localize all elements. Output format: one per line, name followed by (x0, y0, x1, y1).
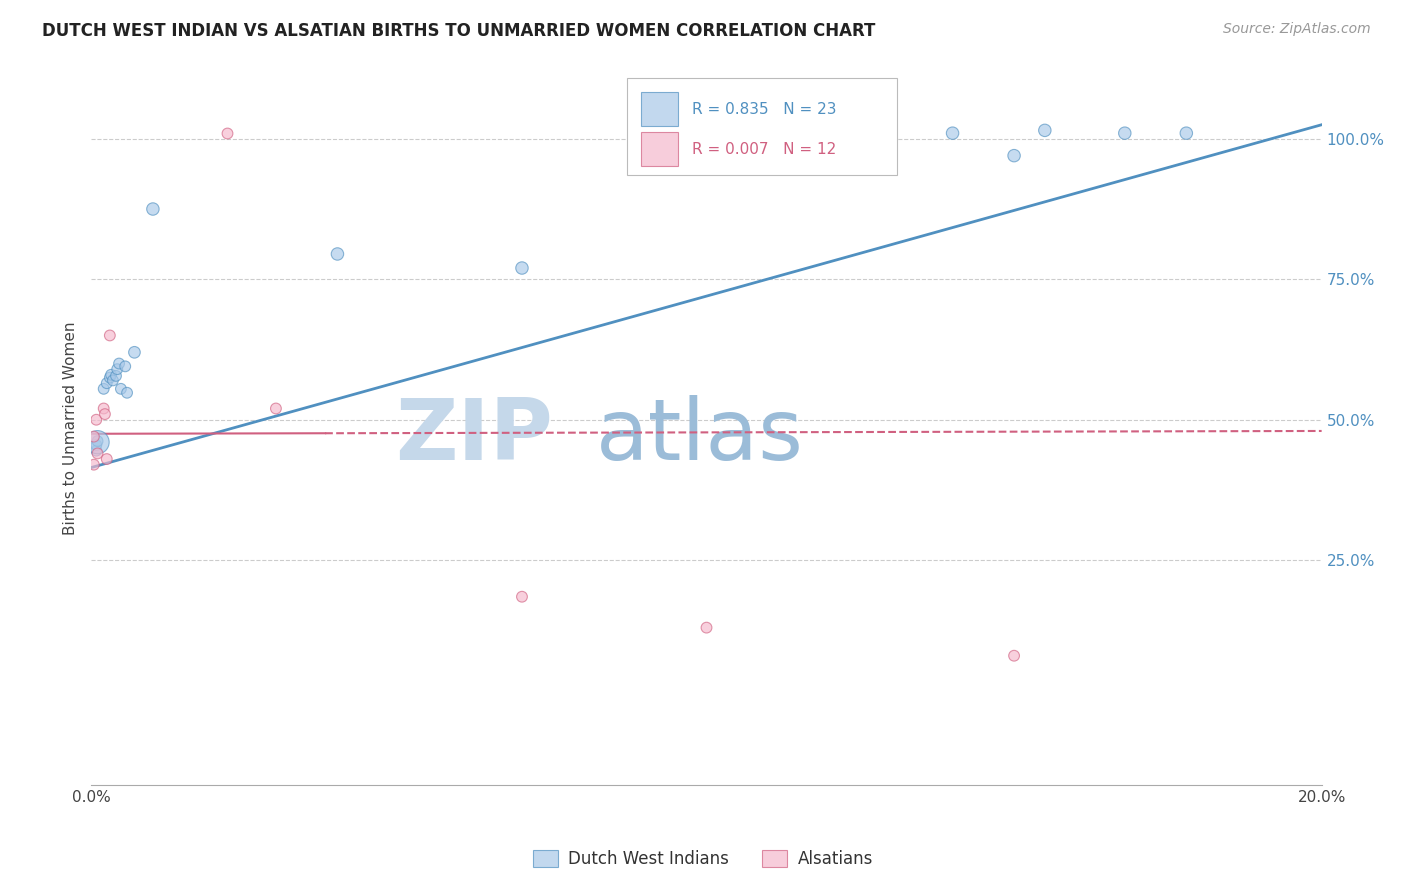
FancyBboxPatch shape (627, 78, 897, 175)
Point (696, 621, 718, 635)
Y-axis label: Births to Unmarried Women: Births to Unmarried Women (63, 321, 79, 535)
Point (114, 359, 136, 374)
Point (101, 373, 124, 387)
Text: atlas: atlas (596, 395, 804, 478)
Point (108, 357, 131, 371)
Point (665, 128, 688, 143)
Text: R = 0.007   N = 12: R = 0.007 N = 12 (692, 142, 837, 157)
Point (215, 126, 238, 140)
Point (94, 407, 117, 421)
Point (1175, 126, 1198, 140)
Point (86, 434, 108, 448)
Point (86, 443, 108, 458)
Point (124, 345, 146, 359)
Point (1114, 126, 1136, 140)
Point (100, 368, 122, 382)
Point (86, 413, 108, 427)
Text: Source: ZipAtlas.com: Source: ZipAtlas.com (1223, 22, 1371, 37)
Point (86, 435, 108, 450)
Point (83, 458, 105, 472)
Text: ZIP: ZIP (395, 395, 553, 478)
Point (510, 590, 533, 604)
FancyBboxPatch shape (641, 132, 678, 166)
Point (86, 446, 108, 460)
Point (142, 202, 165, 216)
Point (93, 382, 115, 396)
Point (1033, 123, 1056, 137)
Point (1002, 648, 1025, 663)
Point (83, 429, 105, 443)
Point (98, 328, 121, 343)
Point (1002, 148, 1025, 162)
Point (93, 401, 115, 416)
Point (942, 126, 965, 140)
Point (264, 401, 287, 416)
Text: R = 0.835   N = 23: R = 0.835 N = 23 (692, 102, 837, 117)
Point (86, 438, 108, 452)
Point (115, 385, 138, 400)
FancyBboxPatch shape (641, 92, 678, 127)
Point (510, 260, 533, 275)
Point (96, 452, 118, 467)
Legend: Dutch West Indians, Alsatians: Dutch West Indians, Alsatians (526, 843, 880, 875)
Point (98, 370, 121, 384)
Point (326, 247, 349, 261)
Text: DUTCH WEST INDIAN VS ALSATIAN BIRTHS TO UNMARRIED WOMEN CORRELATION CHART: DUTCH WEST INDIAN VS ALSATIAN BIRTHS TO … (42, 22, 876, 40)
Point (110, 382, 132, 396)
Point (105, 362, 128, 376)
Point (96, 376, 118, 391)
Point (105, 368, 127, 383)
